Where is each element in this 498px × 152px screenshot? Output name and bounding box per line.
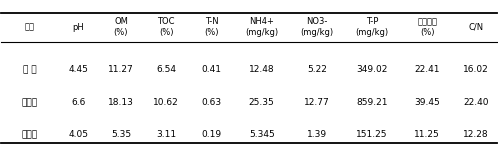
Text: C/N: C/N — [469, 22, 484, 32]
Text: 12.48: 12.48 — [249, 65, 274, 74]
Text: 5.345: 5.345 — [249, 130, 274, 140]
Text: T-N
(%): T-N (%) — [204, 17, 219, 37]
Text: pH: pH — [73, 22, 84, 32]
Text: 6.54: 6.54 — [156, 65, 176, 74]
Text: OM
(%): OM (%) — [114, 17, 128, 37]
Text: 5.35: 5.35 — [111, 130, 131, 140]
Text: 12.28: 12.28 — [463, 130, 489, 140]
Text: 평 균: 평 균 — [23, 65, 36, 74]
Text: 최소값: 최소값 — [21, 130, 38, 140]
Text: 151.25: 151.25 — [356, 130, 388, 140]
Text: 22.40: 22.40 — [463, 98, 489, 107]
Text: 859.21: 859.21 — [356, 98, 388, 107]
Text: 39.45: 39.45 — [414, 98, 440, 107]
Text: 22.41: 22.41 — [414, 65, 440, 74]
Text: 11.25: 11.25 — [414, 130, 440, 140]
Text: 5.22: 5.22 — [307, 65, 327, 74]
Text: 11.27: 11.27 — [108, 65, 134, 74]
Text: 0.41: 0.41 — [202, 65, 222, 74]
Text: TOC
(%): TOC (%) — [157, 17, 175, 37]
Text: 4.05: 4.05 — [69, 130, 89, 140]
Text: 0.19: 0.19 — [201, 130, 222, 140]
Text: 0.63: 0.63 — [201, 98, 222, 107]
Text: 최대값: 최대값 — [21, 98, 38, 107]
Text: 16.02: 16.02 — [463, 65, 489, 74]
Text: 특성: 특성 — [25, 22, 35, 32]
Text: 349.02: 349.02 — [357, 65, 388, 74]
Text: NO3-
(mg/kg): NO3- (mg/kg) — [300, 17, 334, 37]
Text: 3.11: 3.11 — [156, 130, 176, 140]
Text: 수분함량
(%): 수분함량 (%) — [417, 17, 437, 37]
Text: 18.13: 18.13 — [108, 98, 134, 107]
Text: 25.35: 25.35 — [249, 98, 274, 107]
Text: 4.45: 4.45 — [69, 65, 89, 74]
Text: 12.77: 12.77 — [304, 98, 330, 107]
Text: T-P
(mg/kg): T-P (mg/kg) — [356, 17, 388, 37]
Text: 1.39: 1.39 — [307, 130, 327, 140]
Text: NH4+
(mg/kg): NH4+ (mg/kg) — [245, 17, 278, 37]
Text: 6.6: 6.6 — [71, 98, 86, 107]
Text: 10.62: 10.62 — [153, 98, 179, 107]
